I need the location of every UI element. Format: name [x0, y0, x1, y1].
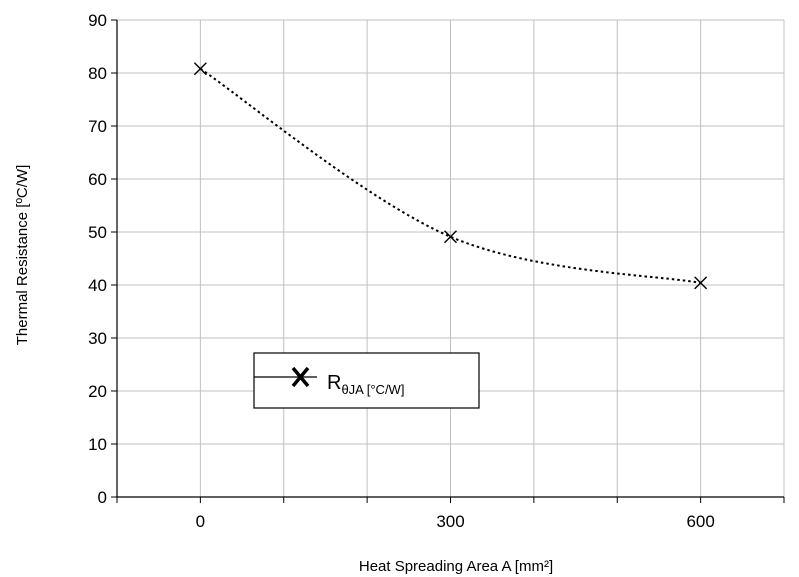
marker-stroke — [444, 230, 457, 244]
y-ticks: 0 10 20 30 40 50 60 70 80 90 — [88, 11, 117, 507]
x-tick-label: 0 — [196, 512, 205, 531]
marker-stroke — [694, 276, 708, 290]
data-point-x-marker — [444, 230, 457, 244]
y-tick-label: 80 — [88, 64, 107, 83]
y-tick-label: 0 — [98, 488, 107, 507]
legend: RθJA [°C/W] — [253, 352, 480, 409]
x-tick-label: 300 — [436, 512, 464, 531]
legend-box — [253, 352, 480, 409]
y-tick-label: 30 — [88, 329, 107, 348]
y-tick-label: 40 — [88, 276, 107, 295]
x-ticks: 0 300 600 — [116, 497, 785, 531]
y-tick-label: 10 — [88, 435, 107, 454]
series — [193, 62, 708, 290]
x-axis-label: Heat Spreading Area A [mm²] — [359, 558, 553, 575]
y-tick-label: 90 — [88, 11, 107, 30]
legend-x-marker-icon — [291, 366, 310, 388]
data-point-x-marker — [694, 276, 708, 290]
y-tick-label: 60 — [88, 170, 107, 189]
legend-label-subscript: θJA [°C/W] — [341, 382, 404, 397]
y-tick-label: 20 — [88, 382, 107, 401]
data-point-x-marker — [193, 62, 207, 76]
y-tick-label: 70 — [88, 117, 107, 136]
y-tick-label: 50 — [88, 223, 107, 242]
x-tick-label: 600 — [686, 512, 714, 531]
series-line — [199, 67, 701, 284]
legend-label-main: R — [327, 372, 341, 394]
y-axis-label: Thermal Resistance [ºC/W] — [14, 165, 31, 346]
legend-label: RθJA [°C/W] — [327, 372, 404, 397]
marker-stroke — [193, 62, 207, 76]
grid — [117, 19, 785, 497]
